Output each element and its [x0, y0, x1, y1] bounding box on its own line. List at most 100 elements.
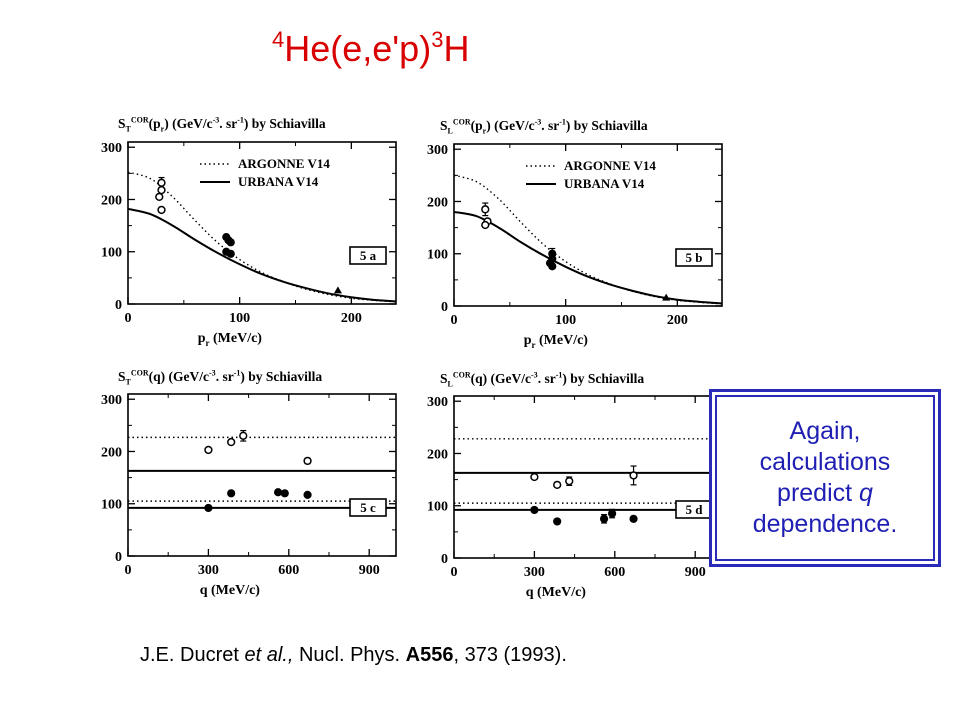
citation-volume: A556: [405, 644, 454, 666]
title-product: H: [443, 28, 470, 69]
legend-label: ARGONNE V14: [564, 158, 656, 173]
callout-q: q: [859, 479, 873, 507]
x-tick-label: 900: [359, 563, 380, 578]
data-point-open: [629, 471, 638, 480]
callout-line-3: predict: [777, 479, 860, 507]
legend-label: ARGONNE V14: [238, 156, 330, 171]
panel-title-5d: SLCOR(q) (GeV/c-3. sr-1) by Schiavilla: [440, 370, 645, 389]
panel-title-5a: STCOR(pr) (GeV/c-3. sr-1) by Schiavilla: [118, 115, 326, 134]
legend-label: URBANA V14: [564, 176, 645, 191]
y-tick-label: 300: [101, 393, 122, 408]
title-reaction: He(e,e'p): [284, 28, 432, 69]
callout-box: Again, calculations predict q dependence…: [709, 389, 941, 567]
x-axis-label: pr (MeV/c): [198, 331, 263, 348]
callout-line-4: dependence.: [752, 510, 898, 538]
x-tick-label: 0: [125, 563, 132, 578]
data-point-filled: [303, 490, 312, 499]
chart-5c: 0 100 200 300 0 300 600 900 q (MeV/c) 5 c: [101, 393, 397, 598]
y-tick-label: 100: [101, 246, 122, 261]
x-tick-label: 900: [685, 565, 706, 580]
x-tick-label: 0: [451, 565, 458, 580]
data-point-triangle: [333, 286, 342, 294]
legend-label: URBANA V14: [238, 174, 319, 189]
panel-title-5b: SLCOR(pr) (GeV/c-3. sr-1) by Schiavilla: [440, 117, 648, 136]
citation-rest: , 373 (1993).: [453, 644, 567, 666]
y-tick-label: 200: [427, 447, 448, 462]
series-line-solid: [128, 207, 396, 303]
data-point-filled: [629, 514, 638, 523]
data-point-open: [157, 178, 166, 187]
data-point-open: [303, 456, 312, 466]
x-tick-label: 300: [198, 563, 219, 578]
data-point-open: [481, 205, 490, 214]
x-tick-label: 100: [555, 313, 576, 328]
data-point-triangle: [662, 293, 671, 301]
series-line-dotted: [128, 171, 396, 303]
panel-tag-box: [349, 498, 387, 517]
panel-tag-label: 5 c: [360, 500, 376, 515]
x-axis-label: q (MeV/c): [526, 585, 587, 600]
citation-journal: Nucl. Phys.: [293, 644, 406, 666]
x-tick-label: 100: [229, 311, 250, 326]
data-point-filled: [227, 489, 236, 498]
data-point-open: [204, 445, 213, 455]
y-tick-label: 100: [427, 500, 448, 515]
panel-tag-box: [675, 248, 713, 267]
y-tick-label: 100: [427, 248, 448, 263]
panel-tag-label: 5 d: [686, 502, 704, 517]
title-mass-number: 4: [272, 27, 285, 52]
data-point-filled: [553, 517, 562, 526]
panel-tag-label: 5 b: [686, 250, 703, 265]
citation-authors: J.E. Ducret: [140, 644, 245, 666]
y-tick-label: 200: [101, 193, 122, 208]
series-line-solid: [454, 210, 722, 305]
y-tick-label: 300: [101, 141, 122, 156]
data-point-filled: [280, 489, 289, 498]
x-tick-label: 600: [604, 565, 625, 580]
x-tick-label: 200: [667, 313, 688, 328]
title-mass-number-2: 3: [431, 27, 444, 52]
data-point-filled: [226, 249, 235, 258]
data-point-open: [157, 185, 166, 195]
data-point-open: [239, 431, 248, 440]
data-point-filled: [548, 262, 557, 271]
plot-frame: [453, 143, 723, 307]
data-point-filled: [226, 238, 235, 247]
data-point-filled: [273, 488, 283, 497]
panel-title-5c: STCOR(q) (GeV/c-3. sr-1) by Schiavilla: [118, 368, 323, 387]
x-axis-label: q (MeV/c): [200, 583, 261, 598]
x-tick-label: 0: [125, 311, 132, 326]
plot-area: [454, 174, 722, 305]
x-tick-label: 300: [524, 565, 545, 580]
plot-frame: [127, 141, 397, 305]
y-tick-label: 0: [441, 552, 448, 567]
y-tick-label: 0: [441, 300, 448, 315]
y-tick-label: 0: [115, 550, 122, 565]
x-axis-label: pr (MeV/c): [524, 333, 589, 350]
data-point-open: [553, 480, 562, 489]
data-point-open: [227, 437, 236, 447]
data-point-open: [157, 205, 166, 215]
callout-text: Again, calculations predict q dependence…: [715, 395, 935, 561]
x-tick-label: 600: [278, 563, 299, 578]
data-point-filled: [204, 503, 213, 513]
data-point-open: [565, 477, 574, 486]
y-tick-label: 300: [427, 143, 448, 158]
data-point-open: [481, 220, 490, 230]
plot-area: [128, 436, 396, 509]
plot-frame: [453, 395, 723, 559]
series-line-dotted: [454, 174, 722, 305]
panel-tag-label: 5 a: [360, 248, 377, 263]
data-point-filled: [608, 509, 617, 518]
chart-5b: 0 100 200 300 0 100 200 pr (MeV/c) ARGONNE V14 UR…: [427, 143, 723, 350]
slide-title: 4He(e,e'p)3H: [272, 28, 469, 70]
data-point-open: [155, 192, 164, 202]
data-point-filled: [599, 514, 609, 523]
y-tick-label: 200: [427, 195, 448, 210]
x-tick-label: 200: [341, 311, 362, 326]
panel-tag-box: [349, 246, 387, 265]
x-tick-label: 0: [451, 313, 458, 328]
y-tick-label: 300: [427, 395, 448, 410]
data-point-open: [530, 472, 539, 482]
chart-5a: 0 100 200 300 0 100 200 pr (MeV/c) ARGONNE V14 UR…: [101, 141, 397, 348]
